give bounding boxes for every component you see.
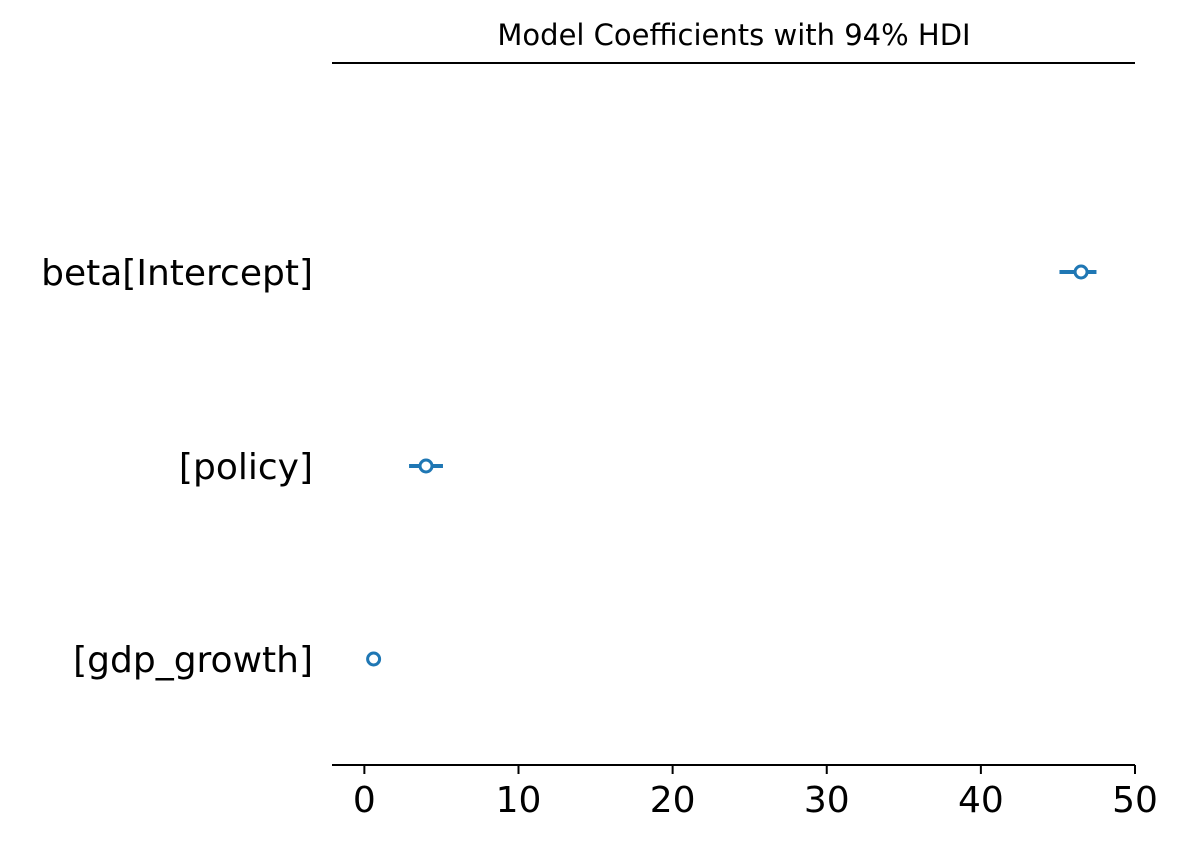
y-label: beta[Intercept]: [41, 253, 313, 294]
x-tick-label: 0: [353, 780, 376, 821]
point-estimate: [1073, 264, 1089, 280]
x-tick-label: 20: [650, 780, 696, 821]
x-tick-label: 40: [958, 780, 1004, 821]
x-axis-ticks: 0 10 20 30 40 50: [353, 765, 1158, 821]
point-estimate: [366, 651, 382, 667]
x-tick-label: 30: [804, 780, 850, 821]
coefficient-marks: [366, 264, 1097, 667]
y-label: [gdp_growth]: [73, 640, 313, 681]
point-estimate: [418, 458, 434, 474]
y-label: [policy]: [179, 447, 313, 488]
chart-title: Model Coefficients with 94% HDI: [497, 18, 970, 52]
x-tick-label: 10: [496, 780, 542, 821]
y-axis-labels: beta[Intercept] [policy] [gdp_growth]: [41, 253, 313, 681]
x-tick-label: 50: [1112, 780, 1158, 821]
